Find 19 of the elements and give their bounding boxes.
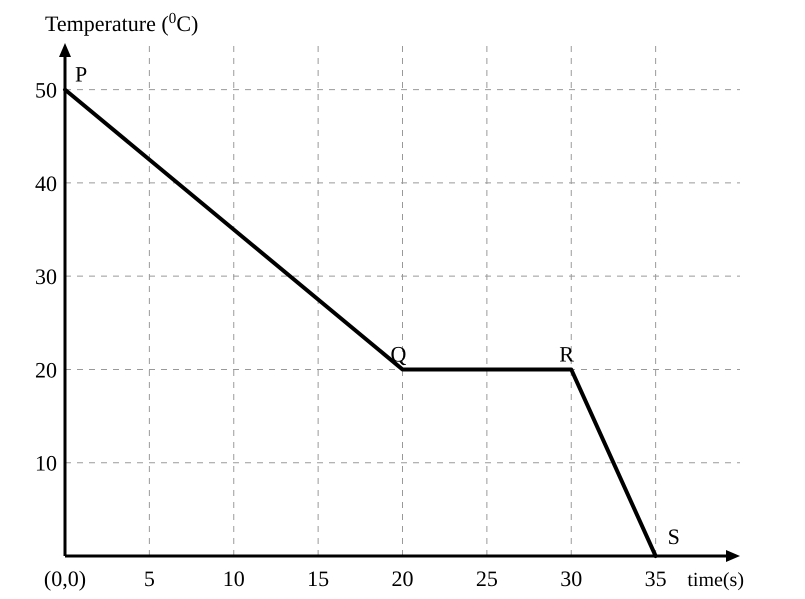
y-tick-label: 30 (35, 264, 57, 290)
x-tick-label: 15 (307, 566, 330, 591)
x-tick-label: (0,0) (44, 566, 86, 591)
annotation: Q (390, 341, 406, 366)
x-tick-label: 30 (560, 566, 582, 591)
y-tick-label: 40 (35, 170, 57, 196)
y-tick-label: 50 (35, 78, 57, 103)
annotation: S (668, 524, 680, 549)
x-tick-label: 5 (144, 566, 155, 591)
y-tick-label: 10 (35, 450, 57, 476)
y-axis-title: Temperature ($^{0}$C) (45, 10, 198, 36)
annotation: P (75, 62, 88, 87)
x-tick-label: 20 (392, 566, 414, 591)
annotation: R (559, 341, 574, 366)
x-tick-label: 35 (644, 566, 667, 591)
x-tick-label: 25 (476, 566, 498, 591)
x-axis-title: time(s) (687, 569, 744, 591)
y-tick-label: 20 (35, 357, 57, 382)
x-tick-label: 10 (222, 566, 245, 591)
